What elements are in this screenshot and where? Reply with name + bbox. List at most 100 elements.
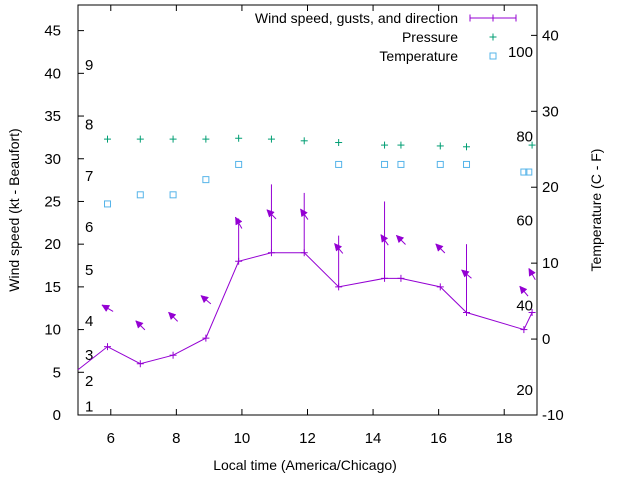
y2-tick-label: 40 (542, 27, 559, 44)
wind-point (235, 257, 243, 265)
wind-point (463, 309, 471, 316)
pressure-point (136, 135, 144, 143)
wind-point (528, 309, 536, 316)
arrow-head (135, 320, 144, 329)
wind-direction-arrow (266, 209, 277, 220)
fahrenheit-label: 80 (516, 128, 533, 145)
y-tick-label: 45 (44, 23, 61, 40)
beaufort-label: 9 (85, 57, 93, 74)
x-tick-label: 6 (107, 430, 115, 447)
arrow-head (435, 243, 444, 252)
arrow-head (380, 234, 389, 243)
beaufort-label: 6 (85, 219, 93, 236)
beaufort-label: 4 (85, 313, 93, 330)
y2-tick-label: 10 (542, 255, 559, 272)
x-tick-label: 14 (365, 430, 382, 447)
pressure-series (104, 134, 536, 151)
legend-label-wind: Wind speed, gusts, and direction (255, 10, 458, 26)
temperature-point (397, 160, 405, 168)
x-axis-label: Local time (America/Chicago) (213, 457, 397, 473)
legend: Wind speed, gusts, and direction Pressure… (255, 10, 517, 64)
x-tick-label: 10 (234, 430, 251, 447)
wind-point (136, 360, 144, 368)
temperature-point (525, 168, 533, 176)
arrow-head (200, 295, 209, 304)
pressure-point (235, 134, 243, 142)
x-tick-label: 8 (172, 430, 180, 447)
wind-direction-arrow (200, 295, 212, 305)
y-tick-label: 25 (44, 193, 61, 210)
beaufort-label: 3 (85, 347, 93, 364)
wind-point (202, 334, 210, 342)
pressure-point (463, 143, 471, 151)
temperature-point (463, 160, 471, 168)
pressure-point (436, 142, 444, 150)
y-tick-label: 35 (44, 108, 61, 125)
beaufort-label: 7 (85, 168, 93, 185)
fahrenheit-label: 60 (516, 213, 533, 230)
y2-tick-label: 0 (542, 331, 550, 348)
x-tick-label: 16 (430, 430, 447, 447)
temperature-point (381, 160, 389, 168)
wind-point (267, 249, 275, 257)
temperature-point (436, 160, 444, 168)
wind-point (335, 283, 343, 291)
beaufort-label: 2 (85, 373, 93, 390)
beaufort-label: 8 (85, 117, 93, 134)
temperature-point (335, 160, 343, 168)
temperature-series (104, 160, 533, 208)
arrow-head (395, 234, 405, 244)
y-tick-label: 15 (44, 279, 61, 296)
temperature-point (202, 176, 210, 184)
wind-direction-arrow (461, 269, 472, 279)
temperature-point (235, 160, 243, 168)
ticks-layer: 6 8 10 12 14 16 18051015202530354045-100102030… (44, 5, 564, 447)
x-tick-label: 18 (496, 430, 513, 447)
legend-label-pressure: Pressure (402, 29, 458, 45)
pressure-point (528, 141, 536, 149)
pressure-point (300, 137, 308, 145)
y-tick-label: 30 (44, 151, 61, 168)
temperature-point (520, 168, 528, 176)
y-tick-label: 10 (44, 322, 61, 339)
pressure-point (381, 141, 389, 149)
arrow-head (519, 285, 528, 295)
y2-tick-label: 20 (542, 179, 559, 196)
fahrenheit-label: 20 (516, 382, 533, 399)
y-axis-label: Wind speed (kt - Beaufort) (6, 128, 22, 291)
arrow-head (235, 216, 243, 226)
pressure-point (397, 141, 405, 149)
temperature-point (136, 191, 144, 199)
wind-direction-arrow (519, 285, 529, 297)
legend-temperature-mark (489, 52, 497, 60)
wind-direction-arrow (380, 234, 389, 246)
fahrenheit-label: 40 (516, 298, 533, 315)
fahrenheit-layer: 20 40 60 80 100 (508, 44, 533, 399)
arrow-head (266, 209, 275, 218)
arrow-head (101, 304, 111, 312)
wind-point (381, 274, 389, 282)
y-tick-label: 5 (53, 364, 61, 381)
arrow-head (528, 267, 536, 277)
wind-direction-arrow (101, 304, 114, 312)
wind-direction-arrow (234, 216, 243, 229)
y-tick-label: 40 (44, 65, 61, 82)
temperature-point (169, 191, 177, 199)
y2-axis-label: Temperature (C - F) (588, 149, 604, 272)
fahrenheit-label: 100 (508, 44, 533, 61)
x-tick-label: 12 (299, 430, 316, 447)
wind-point (436, 283, 444, 291)
wind-direction-arrow (395, 234, 406, 245)
wind-direction-arrow (528, 267, 536, 280)
pressure-point (335, 139, 343, 147)
wind-direction-arrow (300, 208, 309, 220)
arrow-head (334, 243, 343, 252)
wind-point (300, 249, 308, 257)
y2-tick-label: -10 (542, 407, 564, 424)
arrow-head (168, 311, 177, 321)
y2-tick-label: 30 (542, 103, 559, 120)
beaufort-label: 5 (85, 262, 93, 279)
wind-direction-arrows (101, 208, 536, 331)
plot-frame (77, 4, 538, 416)
